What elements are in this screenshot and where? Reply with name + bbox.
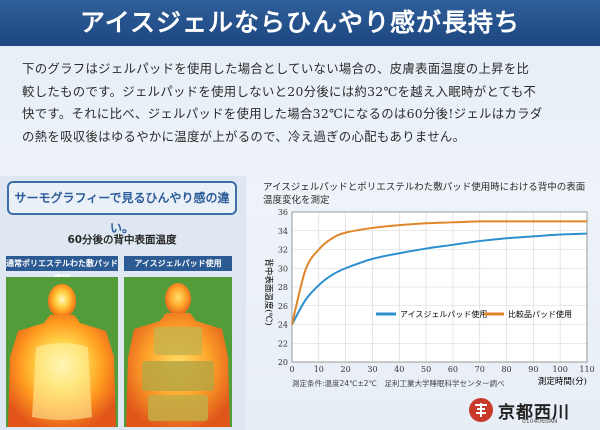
y-tick-label: 32 bbox=[278, 246, 288, 255]
y-tick-label: 36 bbox=[278, 208, 288, 217]
thermography-heading: サーモグラフィーで見るひんやり感の違い。 bbox=[7, 181, 237, 235]
chart-title: アイスジェルパッドとポリエステルわた敷パッド使用時における背中の表面温度変化を測… bbox=[263, 182, 586, 206]
headline-banner: アイスジェルならひんやり感が長持ち bbox=[0, 0, 600, 46]
x-tick-label: 110 bbox=[579, 365, 594, 374]
product-code: 010406SAN bbox=[522, 418, 558, 425]
legend-label-comparison: 比較品パッド使用 bbox=[508, 309, 572, 319]
x-tick-label: 40 bbox=[394, 365, 404, 374]
x-tick-label: 10 bbox=[314, 365, 324, 374]
y-tick-label: 34 bbox=[278, 227, 288, 236]
x-tick-label: 30 bbox=[367, 365, 377, 374]
chart-series bbox=[291, 220, 588, 325]
x-tick-label: 100 bbox=[553, 365, 568, 374]
chart-axes: 20 22 24 26 28 30 32 34 36 0 10 20 30 40 50 60 70 80 90 100… bbox=[278, 208, 595, 374]
x-tick-label: 50 bbox=[421, 365, 431, 374]
x-axis-label: 測定時間(分) bbox=[538, 376, 587, 387]
x-tick-label: 60 bbox=[448, 365, 458, 374]
x-tick-label: 80 bbox=[501, 365, 511, 374]
chart-legend: アイスジェルパッド使用 比較品パッド使用 bbox=[376, 309, 572, 319]
temperature-line-chart: 20 22 24 26 28 30 32 34 36 0 10 20 30 40 50 60 70 80 90 100… bbox=[263, 208, 595, 387]
x-tick-label: 90 bbox=[528, 365, 538, 374]
y-axis-label: 背中表面温度(℃) bbox=[263, 258, 274, 325]
y-tick-label: 30 bbox=[278, 264, 288, 273]
x-tick-label: 20 bbox=[341, 365, 351, 374]
plot-border bbox=[291, 211, 588, 363]
x-tick-label: 70 bbox=[475, 365, 485, 374]
description-paragraph: 下のグラフはジェルパッドを使用した場合としていない場合の、皮膚表面温度の上昇を比… bbox=[22, 58, 588, 148]
thermography-image-polyester bbox=[6, 277, 118, 427]
thermography-subheading: 60分後の背中表面温度 bbox=[67, 234, 177, 246]
thermography-label-icegel: アイスジェルパッド使用 bbox=[124, 256, 232, 271]
y-tick-label: 28 bbox=[278, 283, 288, 292]
description-line: 較したものです。ジェルパッドを使用しないと20分後には約32℃を越え入眠時がとて… bbox=[22, 83, 537, 99]
measurement-footnote: 測定条件:温度24℃±2℃ 足利工業大学睡眠科学センター調べ bbox=[292, 379, 505, 388]
legend-label-icegel: アイスジェルパッド使用 bbox=[400, 309, 487, 319]
description-line: の熱を吸収後はゆるやかに温度が上がるので、冷え過ぎの心配もありません。 bbox=[22, 128, 466, 144]
thermography-image-icegel bbox=[124, 277, 232, 427]
y-tick-label: 20 bbox=[278, 358, 288, 367]
series-line-icegel bbox=[291, 232, 588, 325]
y-tick-label: 26 bbox=[278, 302, 288, 311]
brand-name: 京都西川 bbox=[498, 403, 570, 423]
headline-title: アイスジェルならひんやり感が長持ち bbox=[79, 8, 520, 37]
thermography-label-polyester: 通常ポリエステルわた敷パッド使用 bbox=[6, 256, 118, 283]
series-line-comparison bbox=[291, 220, 587, 325]
y-tick-label: 22 bbox=[278, 339, 288, 348]
description-line: 快です。それに比べ、ジェルパッドを使用した場合32℃になるのは60分後!ジェルは… bbox=[22, 106, 543, 121]
brand-logo-icon bbox=[469, 398, 493, 422]
description-line: 下のグラフはジェルパッドを使用した場合としていない場合の、皮膚表面温度の上昇を比 bbox=[22, 61, 530, 76]
x-tick-label: 0 bbox=[289, 365, 294, 374]
y-tick-label: 24 bbox=[278, 321, 288, 330]
